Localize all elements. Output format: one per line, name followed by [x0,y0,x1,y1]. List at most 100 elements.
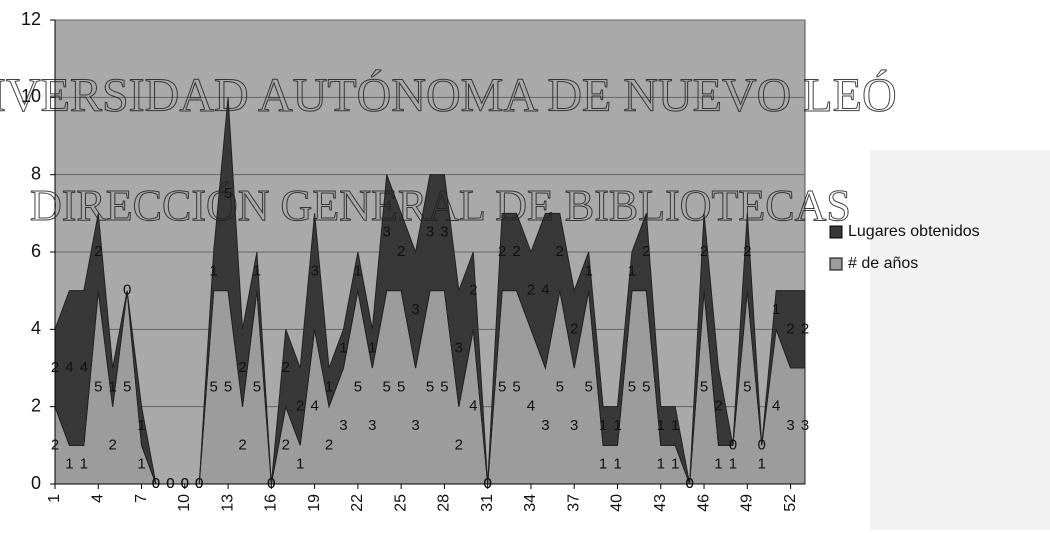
data-label: 2 [296,398,304,415]
x-tick-label: 46 [695,494,712,512]
data-label: 1 [714,456,722,473]
data-label: 2 [282,436,290,453]
watermark: DIRECCIÓN GENERAL DE BIBLIOTECAS [30,181,851,230]
data-label: 5 [354,378,362,395]
data-label: 2 [743,243,751,260]
y-tick-label: 6 [31,241,41,261]
y-tick-label: 4 [31,318,41,338]
data-label: 3 [786,417,794,434]
data-label: 5 [426,378,434,395]
data-label: 3 [411,301,419,318]
watermark: IVERSIDAD AUTÓNOMA DE NUEVO LEÓ [0,68,897,122]
data-label: 2 [570,320,578,337]
data-label: 1 [80,456,88,473]
data-label: 2 [238,436,246,453]
legend-label: Lugares obtenidos [848,223,980,240]
data-label: 5 [397,378,405,395]
data-label: 0 [181,475,189,492]
x-tick-label: 49 [739,494,756,512]
data-label: 1 [137,417,145,434]
data-label: 1 [584,262,592,279]
data-label: 1 [137,456,145,473]
data-label: 2 [642,243,650,260]
data-label: 1 [671,417,679,434]
y-tick-label: 10 [21,86,41,106]
data-label: 0 [166,475,174,492]
data-label: 1 [368,340,376,357]
chart-body: 0246810122115251000055250214235355355240… [21,9,980,512]
data-label: 1 [729,456,737,473]
data-label: 1 [339,340,347,357]
data-label: 0 [152,475,160,492]
data-label: 5 [440,378,448,395]
data-label: 2 [714,398,722,415]
data-label: 5 [224,378,232,395]
data-label: 3 [426,224,434,241]
data-label: 5 [383,378,391,395]
x-tick-label: 16 [263,494,280,512]
side-panel [870,150,1050,530]
data-label: 1 [296,456,304,473]
data-label: 5 [512,378,520,395]
x-tick-label: 37 [565,494,582,512]
data-label: 2 [109,436,117,453]
data-label: 4 [772,398,780,415]
data-label: 1 [657,417,665,434]
y-tick-label: 8 [31,163,41,183]
data-label: 1 [613,417,621,434]
data-label: 2 [325,436,333,453]
data-label: 1 [657,456,665,473]
data-label: 0 [123,282,131,299]
data-label: 5 [743,378,751,395]
data-label: 3 [455,340,463,357]
data-label: 5 [700,378,708,395]
data-label: 4 [65,359,73,376]
data-label: 0 [758,436,766,453]
data-label: 0 [267,475,275,492]
data-label: 3 [440,224,448,241]
x-tick-label: 1 [46,494,63,503]
x-tick-label: 34 [522,494,539,512]
data-label: 0 [195,475,203,492]
data-label: 0 [484,475,492,492]
data-label: 3 [541,417,549,434]
x-tick-label: 7 [133,494,150,503]
data-label: 5 [642,378,650,395]
data-label: 5 [628,378,636,395]
data-label: 5 [584,378,592,395]
data-label: 2 [556,243,564,260]
data-label: 3 [368,417,376,434]
data-label: 2 [786,320,794,337]
data-label: 2 [455,436,463,453]
data-label: 2 [700,243,708,260]
data-label: 5 [253,378,261,395]
y-tick-label: 2 [31,395,41,415]
x-tick-label: 43 [652,494,669,512]
data-label: 1 [599,417,607,434]
data-label: 1 [253,262,261,279]
legend-swatch [829,257,843,271]
data-label: 1 [209,262,217,279]
data-label: 2 [238,359,246,376]
data-label: 5 [556,378,564,395]
data-label: 2 [282,359,290,376]
data-label: 4 [310,398,318,415]
data-label: 4 [469,398,477,415]
data-label: 1 [772,301,780,318]
data-label: 5 [209,378,217,395]
x-tick-label: 13 [219,494,236,512]
data-label: 5 [94,378,102,395]
legend-swatch [829,225,843,239]
y-tick-label: 12 [21,9,41,29]
x-tick-label: 31 [479,494,496,512]
data-label: 2 [527,282,535,299]
data-label: 2 [397,243,405,260]
y-tick-label: 0 [31,473,41,493]
x-tick-label: 22 [349,494,366,512]
data-label: 4 [527,398,535,415]
data-label: 1 [65,456,73,473]
x-tick-label: 10 [176,494,193,512]
data-label: 2 [801,320,809,337]
data-label: 2 [498,243,506,260]
